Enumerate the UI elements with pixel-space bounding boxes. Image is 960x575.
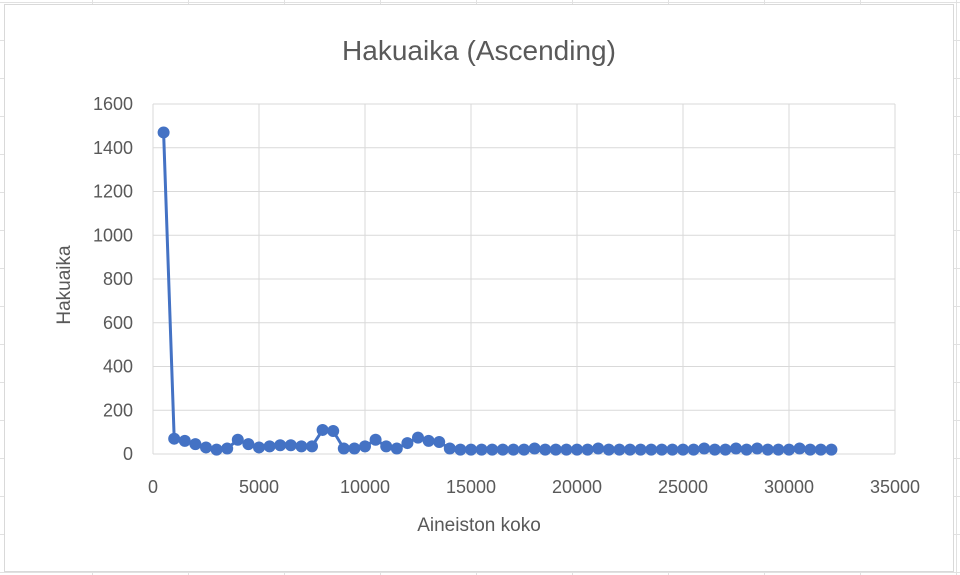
data-point[interactable] xyxy=(740,443,753,456)
data-point[interactable] xyxy=(719,443,732,456)
data-point[interactable] xyxy=(687,443,700,456)
data-point[interactable] xyxy=(571,443,583,456)
data-point[interactable] xyxy=(677,443,689,456)
data-point[interactable] xyxy=(666,443,679,456)
data-point[interactable] xyxy=(475,443,488,456)
data-point[interactable] xyxy=(804,443,817,456)
data-point[interactable] xyxy=(231,433,244,446)
data-point[interactable] xyxy=(284,439,297,452)
data-point[interactable] xyxy=(645,443,658,456)
data-point[interactable] xyxy=(443,442,456,455)
data-point[interactable] xyxy=(602,443,615,456)
y-tick-label: 1400 xyxy=(93,138,133,158)
data-point[interactable] xyxy=(274,439,287,452)
data-point[interactable] xyxy=(200,441,212,454)
data-point[interactable] xyxy=(581,443,594,456)
data-point[interactable] xyxy=(327,425,340,438)
data-point[interactable] xyxy=(263,440,276,453)
x-tick-label: 10000 xyxy=(340,477,390,497)
data-point[interactable] xyxy=(549,443,562,456)
x-tick-label: 25000 xyxy=(658,477,708,497)
y-tick-label: 0 xyxy=(123,444,133,464)
y-tick-label: 400 xyxy=(103,357,133,377)
data-point[interactable] xyxy=(295,440,308,453)
data-point[interactable] xyxy=(592,442,605,455)
data-point[interactable] xyxy=(698,442,711,455)
data-point[interactable] xyxy=(518,443,530,456)
x-tick-label: 5000 xyxy=(239,477,279,497)
data-point[interactable] xyxy=(359,440,371,453)
data-point[interactable] xyxy=(348,442,361,455)
data-point[interactable] xyxy=(624,443,636,456)
data-point[interactable] xyxy=(507,443,520,456)
data-point[interactable] xyxy=(783,443,795,456)
x-tick-label: 35000 xyxy=(870,477,920,497)
x-tick-label: 15000 xyxy=(446,477,496,497)
data-point[interactable] xyxy=(316,423,329,436)
data-point[interactable] xyxy=(708,443,721,456)
data-point[interactable] xyxy=(655,443,668,456)
chart-title[interactable]: Hakuaika (Ascending) xyxy=(342,35,616,66)
data-point[interactable] xyxy=(337,442,350,455)
data-point[interactable] xyxy=(772,443,785,456)
data-point[interactable] xyxy=(178,434,191,447)
data-point[interactable] xyxy=(306,440,318,453)
y-tick-label: 600 xyxy=(103,313,133,333)
data-point[interactable] xyxy=(814,443,827,456)
data-point[interactable] xyxy=(560,443,573,456)
data-point[interactable] xyxy=(454,443,467,456)
data-point[interactable] xyxy=(221,442,234,455)
data-point[interactable] xyxy=(189,438,202,451)
data-point[interactable] xyxy=(486,443,499,456)
data-point[interactable] xyxy=(751,442,764,455)
data-point[interactable] xyxy=(168,432,181,445)
data-point[interactable] xyxy=(730,442,742,455)
data-point[interactable] xyxy=(465,443,477,456)
x-tick-label: 30000 xyxy=(764,477,814,497)
x-axis-title[interactable]: Aineiston koko xyxy=(417,515,541,536)
data-point[interactable] xyxy=(613,443,626,456)
data-point[interactable] xyxy=(761,443,774,456)
data-point[interactable] xyxy=(634,443,647,456)
data-point[interactable] xyxy=(528,442,541,455)
data-point[interactable] xyxy=(380,440,393,453)
data-point[interactable] xyxy=(422,434,435,447)
data-point[interactable] xyxy=(253,441,265,454)
series-line[interactable] xyxy=(162,132,832,452)
x-tick-label: 0 xyxy=(148,477,158,497)
y-tick-label: 200 xyxy=(103,400,133,420)
data-point[interactable] xyxy=(157,126,170,139)
y-tick-label: 1600 xyxy=(93,94,133,114)
y-tick-label: 800 xyxy=(103,269,133,289)
y-tick-label: 1000 xyxy=(93,225,133,245)
chart-area[interactable]: Hakuaika (Ascending) Hakuaika Aineiston … xyxy=(4,4,954,572)
data-point[interactable] xyxy=(496,443,509,456)
y-tick-label: 1200 xyxy=(93,182,133,202)
data-point[interactable] xyxy=(401,437,414,450)
data-point[interactable] xyxy=(433,435,446,448)
data-point[interactable] xyxy=(242,438,255,451)
data-point[interactable] xyxy=(390,442,403,455)
plot-area[interactable]: 0 5000 10000 15000 20000 25000 30000 35000 0 200 4… xyxy=(5,5,953,571)
data-point[interactable] xyxy=(412,431,424,444)
data-point[interactable] xyxy=(793,442,806,455)
data-point[interactable] xyxy=(825,443,838,456)
x-tick-label: 20000 xyxy=(552,477,602,497)
data-point[interactable] xyxy=(369,433,382,446)
data-point[interactable] xyxy=(210,443,223,456)
data-point[interactable] xyxy=(539,443,552,456)
